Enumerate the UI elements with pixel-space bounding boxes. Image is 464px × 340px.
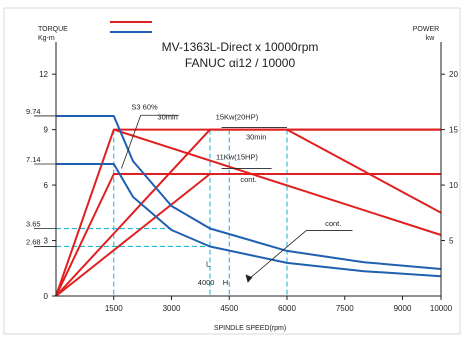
chart-frame <box>3 7 461 335</box>
y-left-tick-label-3: 3 <box>44 237 49 246</box>
y-right-tick-label-20: 20 <box>449 70 458 79</box>
series-power_30min <box>55 128 441 297</box>
annotation-8: 4000 <box>198 278 215 287</box>
annotation-4: 11Kw(15HP) <box>216 153 258 162</box>
x-axis-label: SPINDLE SPEED(rpm) <box>214 325 286 332</box>
annotation-1: 30min <box>157 113 177 122</box>
y-left-mark-label-9.74: 9.74 <box>26 107 41 116</box>
annotation-leader-s3 <box>121 115 142 169</box>
y-left-unit: Kg-m <box>38 35 55 42</box>
y-left-mark-label-7.14: 7.14 <box>26 155 41 164</box>
series-power_drop_a <box>113 128 442 236</box>
annotation-3: 30min <box>246 133 266 142</box>
annotation-5: cont. <box>240 175 256 184</box>
series-power_cont <box>55 173 441 297</box>
y-right-tick-label-10: 10 <box>449 181 458 190</box>
y-right-tick-label-15: 15 <box>449 126 458 135</box>
x-tick-label-7500: 7500 <box>336 304 354 313</box>
series-torque_s3 <box>56 115 442 270</box>
annotation-arrowhead <box>245 274 253 283</box>
annotation-9: H <box>223 278 228 287</box>
y-right-tick-label-5: 5 <box>449 237 454 246</box>
y-right-unit: kw <box>426 35 436 42</box>
series-torque_cont <box>56 163 442 278</box>
y-left-mark-label-2.68: 2.68 <box>26 237 41 246</box>
y-left-tick-label-9: 9 <box>44 126 49 135</box>
annotation-leader-cont <box>248 230 307 280</box>
y-right-label: POWER <box>413 26 439 33</box>
y-left-tick-label-12: 12 <box>39 70 48 79</box>
annotation-6: cont. <box>325 219 341 228</box>
x-tick-label-9000: 9000 <box>394 304 412 313</box>
annotation-2: 15Kw(20HP) <box>216 113 259 122</box>
y-left-tick-label-0: 0 <box>44 292 49 301</box>
x-tick-label-1500: 1500 <box>105 304 123 313</box>
series-power_drop_b <box>286 128 442 214</box>
annotation-7: L <box>206 259 210 268</box>
y-left-label: TORQUE <box>38 26 68 33</box>
y-left-mark-label-3.65: 3.65 <box>26 220 41 229</box>
chart-subtitle: FANUC αi12 / 10000 <box>185 56 296 70</box>
x-tick-label-4500: 4500 <box>220 304 238 313</box>
x-tick-label-10000: 10000 <box>430 304 453 313</box>
annotation-0: S3 60% <box>131 103 158 112</box>
x-tick-label-6000: 6000 <box>278 304 296 313</box>
chart-title: MV-1363L-Direct x 10000rpm <box>162 40 319 54</box>
x-tick-label-3000: 3000 <box>163 304 181 313</box>
y-left-tick-label-6: 6 <box>44 181 49 190</box>
